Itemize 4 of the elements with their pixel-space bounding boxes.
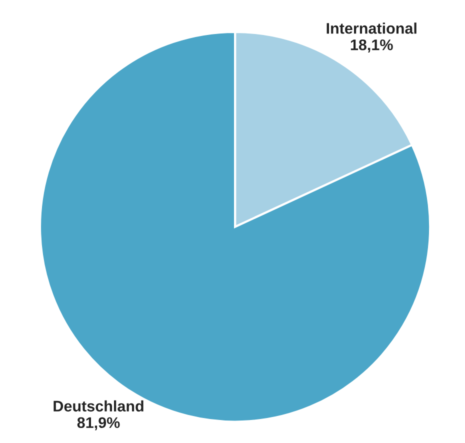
data-label: 81,9% xyxy=(77,417,120,430)
data-label: 18,1% xyxy=(350,39,393,52)
slice-label: Deutschland xyxy=(54,400,144,412)
slice-label: International xyxy=(326,22,416,34)
